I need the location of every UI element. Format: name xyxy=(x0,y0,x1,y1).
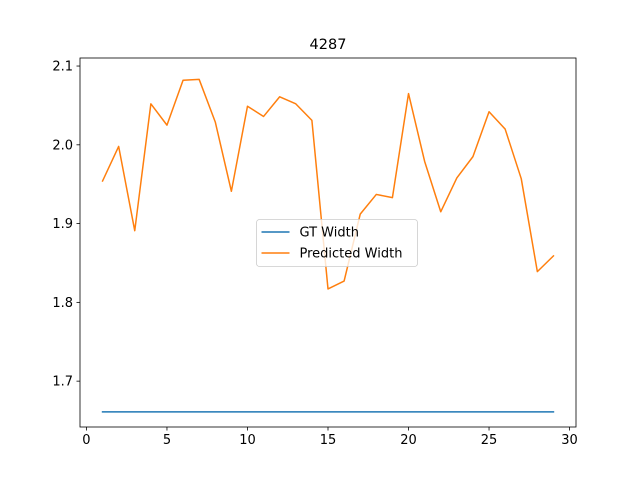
chart-title: 4287 xyxy=(310,37,347,53)
y-tick-label: 1.9 xyxy=(52,217,73,232)
x-tick-label: 0 xyxy=(82,433,90,448)
x-tick-label: 30 xyxy=(561,433,578,448)
legend-label: Predicted Width xyxy=(300,247,403,262)
series-layer xyxy=(101,78,555,413)
y-tick-label: 2.0 xyxy=(52,138,73,153)
y-tick-label: 1.8 xyxy=(52,296,73,311)
legend-box xyxy=(256,219,418,267)
legend: GT Width Predicted Width xyxy=(256,219,418,267)
y-tick-label: 2.1 xyxy=(52,60,73,75)
legend-label: GT Width xyxy=(300,226,359,241)
x-tick-label: 20 xyxy=(400,433,417,448)
x-tick-label: 25 xyxy=(481,433,498,448)
x-tick-label: 5 xyxy=(163,433,171,448)
x-tick-label: 10 xyxy=(239,433,256,448)
y-tick-label: 1.7 xyxy=(52,375,73,390)
x-tick-label: 15 xyxy=(320,433,337,448)
axes-layer: 0 5 10 15 20 25 30 1.7 1.8 1.9 2.0 2.1 xyxy=(52,57,578,448)
series-line-predicted-width xyxy=(101,78,555,290)
